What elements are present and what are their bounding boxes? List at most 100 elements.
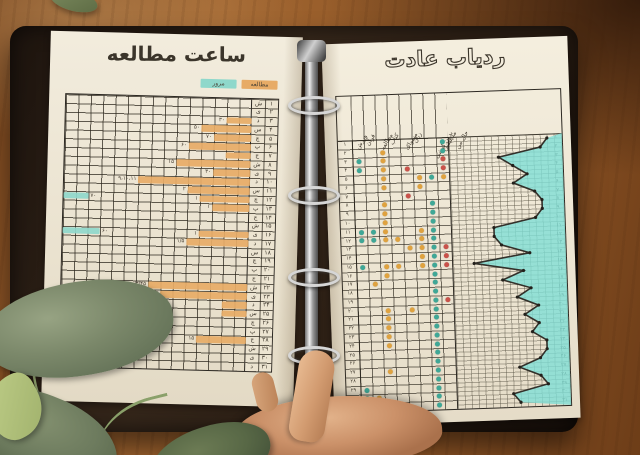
habit-dot (436, 393, 442, 399)
habit-dot (440, 165, 446, 171)
study-bar (147, 281, 248, 292)
habit-dot (405, 192, 411, 199)
day-number-left: ۲۱ (348, 316, 354, 324)
day-label: ۲۱ (263, 275, 271, 283)
weekday-label: د (256, 117, 260, 125)
day-number-left: ۲۰ (347, 308, 354, 315)
day-label: ۲۷ (262, 328, 269, 336)
bar-value-label: ۱۵ (168, 159, 175, 166)
habit-dot (382, 228, 388, 235)
binder-ring (288, 268, 340, 287)
weekday-label: پ (252, 204, 259, 213)
habit-dot (430, 244, 437, 250)
habit-dot (436, 402, 442, 408)
weekday-label: ی (251, 292, 256, 300)
day-label: ۲۳ (263, 292, 270, 301)
day-number-left: ۱۹ (347, 299, 354, 306)
habit-tracker-body: ۱۱۲۲۳۳۴۴۵۵۶۶۷۷۸۸۹۹۱۰۱۰۱۱۱۱۱۲۱۲۱۳۱۳۱۴۱۴۱۵… (337, 133, 573, 413)
bar-value-label: ۱ (194, 195, 199, 202)
day-number-left: ۵ (344, 176, 348, 183)
habit-dot (428, 174, 434, 180)
weekday-label: د (251, 301, 255, 309)
bar-value-label: ۱/۵ (176, 238, 185, 245)
day-number-left: ۲۹ (350, 387, 357, 394)
day-label: ۳ (269, 117, 273, 125)
weekday-label: چ (255, 134, 260, 142)
weekday-label: ج (250, 336, 255, 344)
habit-dot (370, 229, 376, 235)
day-label: ۴ (269, 126, 273, 134)
study-bar (175, 159, 251, 169)
habit-dot (431, 253, 437, 259)
habit-dot (431, 262, 437, 268)
habit-dot (430, 218, 436, 224)
habit-dot (442, 244, 449, 250)
weekday-label: ش (249, 283, 258, 292)
habit-dot (434, 332, 440, 338)
bar-value-label: ۶۰ (180, 142, 188, 149)
weekday-label: ش (253, 161, 261, 169)
study-chart-legend: مطالعه مرور (200, 78, 278, 90)
day-label: ۲۶ (262, 319, 270, 327)
day-label: ۲۵ (262, 310, 270, 318)
weekday-label: چ (252, 257, 257, 265)
day-number-left: ۱۰ (344, 220, 351, 227)
study-bar (212, 204, 250, 213)
day-label: ۱۶ (264, 231, 272, 239)
day-number-left: ۱۶ (346, 273, 353, 280)
day-number-left: ۲۲ (348, 325, 355, 332)
study-bar (160, 290, 248, 300)
day-label: ۲۲ (263, 284, 271, 292)
habit-dot (419, 253, 425, 260)
day-label: ۲۹ (261, 345, 269, 353)
habit-dot (433, 306, 439, 312)
habit-dot (443, 253, 449, 259)
day-number-left: ۸ (345, 202, 349, 210)
binder-ring (288, 96, 340, 115)
weekday-label: ی (249, 354, 255, 362)
habit-dot (356, 168, 362, 174)
study-bar (201, 125, 252, 134)
bar-value-label: ۳۰ (218, 116, 225, 123)
habit-dot (380, 184, 387, 191)
study-bar (225, 152, 251, 160)
study-bar (138, 176, 251, 186)
habit-dot (383, 263, 389, 270)
habit-dot (443, 261, 449, 267)
day-number-left: ۲۵ (349, 352, 356, 359)
weekday-label: ی (254, 169, 260, 177)
habit-dot (429, 209, 435, 215)
day-label: ۲۴ (262, 301, 270, 309)
binder-spine-clamp (297, 40, 326, 62)
bar-value-label: ۱ (207, 204, 211, 211)
weekday-label: ی (255, 108, 261, 116)
habit-dot (395, 263, 401, 269)
habit-dot (435, 376, 441, 382)
weekday-label: ش (254, 99, 263, 107)
day-number-left: ۲۸ (350, 378, 356, 385)
habit-dot (387, 369, 393, 375)
habit-dot (435, 385, 442, 391)
day-number-left: ۱۴ (346, 255, 352, 262)
bar-value-label: ۷۰ (90, 192, 97, 199)
habit-dot (418, 245, 425, 251)
study-bar (213, 134, 252, 142)
habit-dot (434, 341, 440, 347)
weekday-label: س (252, 187, 261, 195)
bar-value-label: ۱ (193, 230, 198, 237)
day-number-left: ۱۸ (347, 290, 353, 297)
weekday-label: س (254, 125, 262, 134)
habit-dot (381, 211, 387, 217)
weekday-label: س (250, 248, 259, 256)
habit-dot (406, 245, 413, 251)
habit-dot (386, 334, 392, 340)
right-page-title: ردیاب عادت (383, 43, 506, 73)
habit-dot (435, 367, 441, 373)
day-label: ۱۲ (265, 196, 273, 204)
habit-dot (372, 281, 378, 288)
habit-dot (409, 306, 415, 313)
bar-value-label: ۶۰ (101, 227, 108, 234)
day-number-left: ۱۷ (347, 281, 353, 289)
day-label: ۱۷ (264, 240, 272, 248)
habit-dot (434, 358, 441, 364)
